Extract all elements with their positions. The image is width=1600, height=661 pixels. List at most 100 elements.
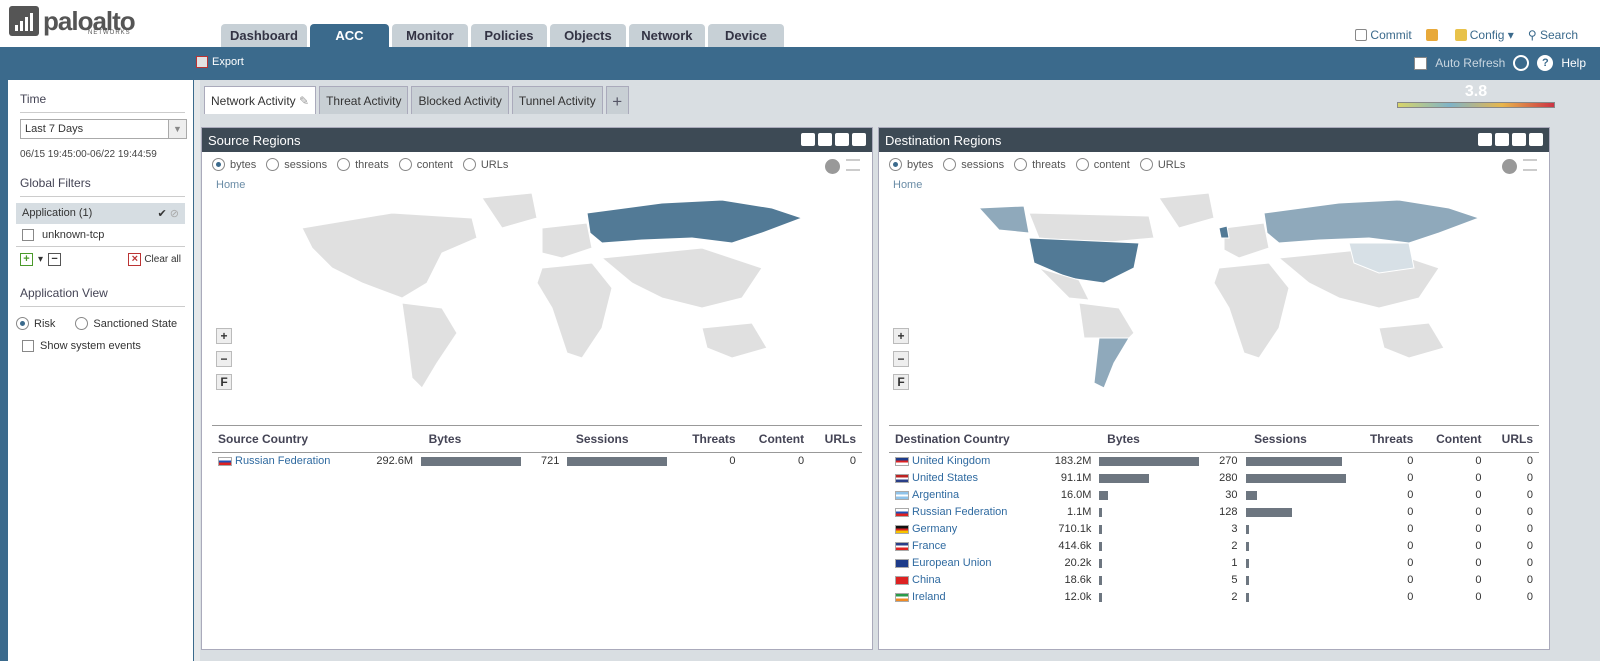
fit-button[interactable]: F [893,374,909,390]
zoom-out-button[interactable]: − [893,351,909,367]
add-filter-icon[interactable]: + [20,253,33,266]
radio-threats[interactable]: threats [337,158,389,171]
radio-bytes-dot[interactable] [889,158,902,171]
filter-group-header[interactable]: Application (1) ✔ ⊘ [16,203,185,224]
radio-sessions-dot[interactable] [266,158,280,171]
risk-radio[interactable] [16,317,29,330]
radio-threats[interactable]: threats [1014,158,1066,171]
tab-objects[interactable]: Objects [549,24,626,47]
show-system-events[interactable]: Show system events [16,340,185,352]
country-link[interactable]: France [895,540,1034,552]
country-link[interactable]: Ireland [895,591,1034,603]
commit-button[interactable]: Commit [1355,28,1412,42]
table-icon[interactable] [1512,133,1526,146]
radio-urls[interactable]: URLs [1139,158,1185,171]
radio-bytes-dot[interactable] [212,158,225,171]
auto-refresh-checkbox[interactable] [1414,56,1428,70]
col-urls[interactable]: URLs [810,425,862,453]
lock-icon[interactable] [1425,29,1438,41]
refresh-icon[interactable] [1513,55,1530,71]
risk-option[interactable]: Risk [16,317,55,330]
tab-network[interactable]: Network [628,24,705,47]
col-bytes[interactable]: Bytes [1039,425,1208,453]
country-link[interactable]: United States [895,472,1034,484]
show-system-events-checkbox[interactable] [22,340,34,352]
zoom-in-button[interactable]: + [893,328,909,344]
radio-bytes[interactable]: bytes [212,158,256,171]
tab-policies[interactable]: Policies [470,24,547,47]
filter-item-checkbox[interactable] [22,229,34,241]
export-widget-icon[interactable] [1529,133,1543,146]
jump-icon[interactable] [1478,133,1492,146]
search-button[interactable]: ⚲ Search [1528,28,1578,42]
radio-content-dot[interactable] [1075,158,1089,171]
filter-icon[interactable] [818,133,832,146]
radio-sessions[interactable]: sessions [943,158,1004,171]
negate-icon[interactable]: ⊘ [169,208,179,220]
table-row[interactable]: Argentina 16.0M 30 0 0 0 [889,487,1539,504]
radio-urls-dot[interactable] [1139,158,1153,171]
tab-threat-activity[interactable]: Threat Activity [319,86,409,114]
col-urls[interactable]: URLs [1487,425,1539,453]
table-row[interactable]: United Kingdom 183.2M 270 0 0 0 [889,453,1539,470]
remove-filter-icon[interactable]: − [48,253,62,266]
map-home-link[interactable]: Home [216,179,246,191]
world-map[interactable] [242,188,862,398]
globe-icon[interactable] [1502,159,1517,174]
col-content[interactable]: Content [1419,425,1488,453]
radio-sessions[interactable]: sessions [266,158,327,171]
col-content[interactable]: Content [741,425,811,453]
sidebar-collapse-handle[interactable] [194,80,200,661]
table-row[interactable]: China 18.6k 5 0 0 0 [889,572,1539,589]
config-menu[interactable]: Config ▾ [1454,28,1514,42]
table-icon[interactable] [835,133,849,146]
col-threats[interactable]: Threats [675,425,742,453]
col-threats[interactable]: Threats [1353,425,1420,453]
list-view-icon[interactable] [1523,159,1537,171]
zoom-out-button[interactable]: − [216,351,232,367]
radio-content[interactable]: content [1075,158,1130,171]
country-link[interactable]: Russian Federation [895,506,1034,518]
clear-all-button[interactable]: × Clear all [128,253,181,266]
sanctioned-radio[interactable] [75,317,89,330]
help-label[interactable]: Help [1561,56,1586,70]
check-icon[interactable]: ✔ [157,208,167,220]
globe-icon[interactable] [825,159,840,174]
country-link[interactable]: Germany [895,523,1034,535]
zoom-in-button[interactable]: + [216,328,232,344]
table-row[interactable]: United States 91.1M 280 0 0 0 [889,470,1539,487]
jump-icon[interactable] [801,133,815,146]
tab-tunnel-activity[interactable]: Tunnel Activity [511,86,603,114]
radio-bytes[interactable]: bytes [889,158,933,171]
table-row[interactable]: Russian Federation 1.1M 128 0 0 0 [889,504,1539,521]
country-link[interactable]: European Union [895,557,1034,569]
radio-content-dot[interactable] [398,158,412,171]
radio-urls-dot[interactable] [462,158,476,171]
tab-device[interactable]: Device [707,24,784,47]
radio-sessions-dot[interactable] [943,158,957,171]
radio-content[interactable]: content [398,158,453,171]
col-sessions[interactable]: Sessions [1207,425,1354,453]
country-link[interactable]: China [895,574,1034,586]
pin-icon[interactable]: ✎ [299,94,310,108]
help-icon[interactable]: ? [1537,55,1554,71]
time-select[interactable]: Last 7 Days ▼ [20,119,187,139]
export-widget-icon[interactable] [852,133,866,146]
tab-acc[interactable]: ACC [309,24,389,47]
radio-threats-dot[interactable] [1014,158,1028,171]
tab-monitor[interactable]: Monitor [391,24,468,47]
tab-dashboard[interactable]: Dashboard [221,24,307,47]
country-link[interactable]: United Kingdom [895,455,1034,467]
export-button[interactable]: Export [196,56,244,68]
table-row[interactable]: Russian Federation 292.6M 721 0 0 0 [212,453,862,470]
add-tab-button[interactable]: + [605,86,629,114]
col-bytes[interactable]: Bytes [360,425,530,453]
table-row[interactable]: France 414.6k 2 0 0 0 [889,538,1539,555]
col-source-country[interactable]: Source Country [212,425,361,453]
filter-icon[interactable] [1495,133,1509,146]
radio-threats-dot[interactable] [337,158,351,171]
country-link[interactable]: Russian Federation [218,455,355,467]
chevron-down-icon[interactable]: ▾ [38,254,44,265]
tab-blocked-activity[interactable]: Blocked Activity [411,86,509,114]
col-destination-country[interactable]: Destination Country [889,425,1040,453]
